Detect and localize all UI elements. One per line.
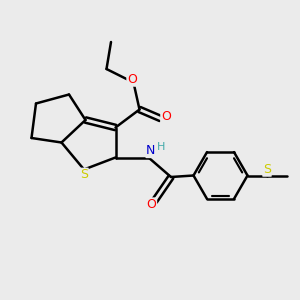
Text: O: O — [127, 73, 137, 86]
Text: N: N — [146, 144, 156, 158]
Text: S: S — [80, 168, 88, 182]
Text: O: O — [161, 110, 171, 124]
Text: O: O — [147, 198, 156, 211]
Text: S: S — [263, 163, 271, 176]
Text: H: H — [157, 142, 165, 152]
